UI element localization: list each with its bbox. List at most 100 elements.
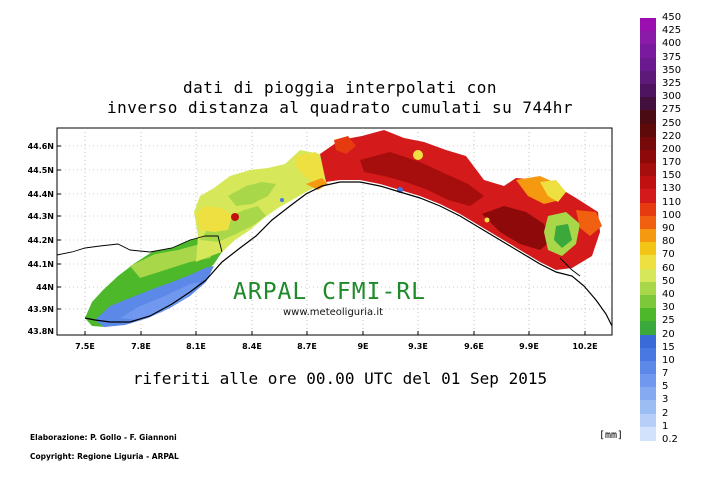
colorbar bbox=[640, 18, 656, 441]
coastline bbox=[84, 181, 613, 327]
lon-label: 7.5E bbox=[75, 342, 95, 351]
colorbar-segment bbox=[640, 321, 656, 335]
arpal-watermark: ARPAL CFMI-RL bbox=[233, 279, 427, 305]
axis-ticks bbox=[57, 145, 586, 335]
colorbar-segment bbox=[640, 413, 656, 428]
boundary-lines bbox=[56, 235, 581, 277]
colorbar-label: 275 bbox=[662, 104, 682, 116]
colorbar-label: 325 bbox=[662, 77, 682, 89]
colorbar-segment bbox=[640, 31, 656, 45]
colorbar-label: 10 bbox=[662, 354, 675, 366]
lon-label: 9.3E bbox=[408, 342, 428, 351]
colorbar-segment bbox=[640, 83, 656, 98]
units-label: [mm] bbox=[599, 430, 624, 441]
credit-elaborazione: Elaborazione: P. Gollo - F. Giannoni bbox=[30, 433, 177, 442]
colorbar-label: 425 bbox=[662, 25, 682, 37]
lat-label: 43.9N bbox=[27, 305, 54, 314]
rainfall-field-center bbox=[194, 150, 328, 262]
lat-label: 44.6N bbox=[27, 142, 54, 151]
colorbar-label: 150 bbox=[662, 170, 682, 182]
lat-label: 44.1N bbox=[27, 260, 54, 269]
colorbar-segment bbox=[640, 18, 656, 32]
colorbar-segment bbox=[640, 149, 656, 164]
colorbar-label: 350 bbox=[662, 64, 682, 76]
lat-label: 44.4N bbox=[27, 190, 54, 199]
colorbar-label: 5 bbox=[662, 381, 669, 393]
colorbar-segment bbox=[640, 400, 656, 415]
colorbar-label: 110 bbox=[662, 196, 682, 208]
map-title-line2: inverso distanza al quadrato cumulati su… bbox=[106, 98, 574, 117]
colorbar-segment bbox=[640, 281, 656, 296]
colorbar-label: 60 bbox=[662, 262, 675, 274]
colorbar-segment bbox=[640, 229, 656, 243]
colorbar-segment bbox=[640, 308, 656, 322]
colorbar-segment bbox=[640, 255, 656, 270]
colorbar-label: 90 bbox=[662, 223, 675, 234]
colorbar-label: 400 bbox=[662, 38, 682, 50]
lon-label: 9.6E bbox=[464, 342, 484, 351]
colorbar-segment bbox=[640, 202, 656, 217]
lat-label: 44.2N bbox=[27, 236, 54, 245]
colorbar-label: 2 bbox=[662, 407, 669, 419]
rainfall-field-east bbox=[231, 130, 602, 270]
colorbar-segment bbox=[640, 242, 656, 256]
lat-label: 44.3N bbox=[27, 212, 54, 221]
colorbar-segment bbox=[640, 374, 656, 388]
colorbar-label: 100 bbox=[662, 209, 682, 221]
colorbar-label: 300 bbox=[662, 91, 682, 103]
colorbar-segment bbox=[640, 110, 656, 124]
colorbar-label: 70 bbox=[662, 249, 675, 261]
colorbar-label: 20 bbox=[662, 328, 675, 340]
colorbar-label: 80 bbox=[662, 236, 675, 248]
website-label: www.meteoliguria.it bbox=[283, 307, 384, 318]
rainfall-field-west bbox=[85, 236, 222, 327]
colorbar-segment bbox=[640, 426, 656, 441]
colorbar-segment bbox=[640, 123, 656, 138]
lat-label: 44N bbox=[36, 283, 54, 292]
colorbar-segment bbox=[640, 268, 656, 283]
lon-label: 8.1E bbox=[186, 342, 206, 351]
colorbar-segment bbox=[640, 189, 656, 204]
colorbar-segment bbox=[640, 215, 656, 230]
colorbar-segment bbox=[640, 57, 656, 72]
colorbar-label: 220 bbox=[662, 130, 682, 142]
lon-label: 9E bbox=[357, 342, 369, 351]
colorbar-label: 25 bbox=[662, 315, 675, 327]
colorbar-label: 7 bbox=[662, 368, 669, 380]
colorbar-label: 3 bbox=[662, 394, 669, 406]
lon-label: 8.7E bbox=[297, 342, 317, 351]
colorbar-label: 0.2 bbox=[662, 434, 678, 445]
colorbar-segment bbox=[640, 387, 656, 401]
colorbar-label: 130 bbox=[662, 183, 682, 195]
reference-time: riferiti alle ore 00.00 UTC del 01 Sep 2… bbox=[132, 369, 548, 388]
credit-copyright: Copyright: Regione Liguria - ARPAL bbox=[30, 452, 179, 461]
lon-label: 8.4E bbox=[242, 342, 262, 351]
colorbar-label: 250 bbox=[662, 117, 682, 129]
lat-label: 44.5N bbox=[27, 166, 54, 175]
colorbar-segment bbox=[640, 163, 656, 177]
colorbar-segment bbox=[640, 97, 656, 111]
colorbar-segment bbox=[640, 347, 656, 362]
lon-label: 7.8E bbox=[131, 342, 151, 351]
colorbar-label: 50 bbox=[662, 275, 675, 287]
colorbar-segment bbox=[640, 360, 656, 375]
map-title-line1: dati di pioggia interpolati con bbox=[182, 78, 498, 97]
colorbar-label: 170 bbox=[662, 157, 682, 169]
colorbar-label: 200 bbox=[662, 143, 682, 155]
colorbar-segment bbox=[640, 334, 656, 349]
colorbar-segment bbox=[640, 136, 656, 151]
colorbar-label: 1 bbox=[662, 420, 669, 432]
lat-label: 43.8N bbox=[27, 327, 54, 336]
colorbar-label: 450 bbox=[662, 12, 682, 23]
lon-label: 9.9E bbox=[519, 342, 539, 351]
colorbar-label: 30 bbox=[662, 302, 675, 314]
colorbar-label: 375 bbox=[662, 51, 682, 63]
colorbar-label: 15 bbox=[662, 341, 675, 353]
colorbar-segment bbox=[640, 44, 656, 59]
colorbar-segment bbox=[640, 70, 656, 85]
colorbar-label: 40 bbox=[662, 288, 675, 300]
colorbar-segment bbox=[640, 176, 656, 190]
colorbar-segment bbox=[640, 294, 656, 309]
lon-label: 10.2E bbox=[572, 342, 598, 351]
